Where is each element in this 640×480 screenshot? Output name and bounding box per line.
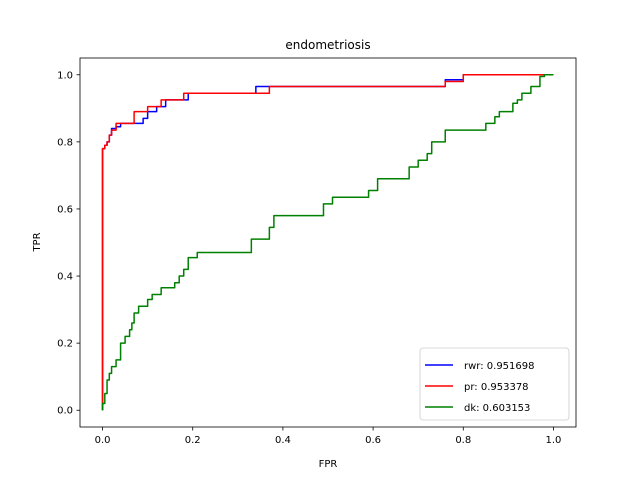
- legend-label-0: rwr: 0.951698: [464, 361, 535, 372]
- plot-frame: [79, 57, 577, 428]
- y-tick-label: 1.0: [57, 70, 73, 81]
- series-layer: [101, 74, 554, 411]
- y-tick-label: 0.2: [57, 339, 73, 350]
- y-axis: 0.0 0.2 0.4 0.6 0.8 1.0: [57, 70, 80, 417]
- x-tick-label: 0.8: [455, 435, 471, 446]
- x-tick-label: 0.2: [185, 435, 201, 446]
- series-line-1: [101, 74, 554, 411]
- y-tick-label: 0.4: [57, 272, 73, 283]
- x-tick-label: 1.0: [546, 435, 562, 446]
- y-tick-label: 0.0: [57, 406, 73, 417]
- y-tick-label: 0.6: [57, 204, 73, 215]
- legend-label-2: dk: 0.603153: [464, 403, 530, 414]
- x-axis: 0.0 0.2 0.4 0.6 0.8 1.0: [95, 427, 562, 446]
- legend-label-1: pr: 0.953378: [464, 382, 529, 393]
- x-tick-label: 0.0: [95, 435, 111, 446]
- x-tick-label: 0.6: [365, 435, 381, 446]
- series-line-2: [101, 74, 554, 411]
- legend: rwr: 0.951698 pr: 0.953378 dk: 0.603153: [419, 347, 570, 421]
- legend-box: [419, 347, 570, 421]
- x-tick-label: 0.4: [275, 435, 291, 446]
- y-tick-label: 0.8: [57, 137, 73, 148]
- x-axis-label: FPR: [319, 459, 338, 470]
- y-axis-label: TPR: [32, 232, 43, 252]
- chart-title: endometriosis: [285, 38, 370, 52]
